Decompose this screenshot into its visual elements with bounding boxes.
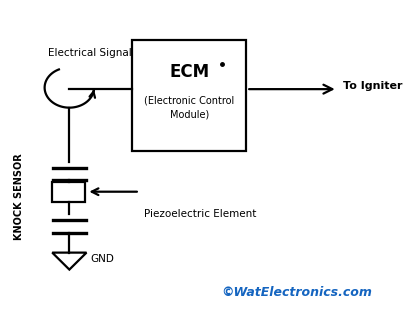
Text: Electrical Signal: Electrical Signal xyxy=(49,48,132,58)
Polygon shape xyxy=(52,253,87,270)
Text: To Igniter: To Igniter xyxy=(343,81,403,91)
Text: KNOCK SENSOR: KNOCK SENSOR xyxy=(14,154,24,241)
Bar xyxy=(52,182,84,202)
Text: (Electronic Control
Module): (Electronic Control Module) xyxy=(144,96,234,120)
Text: ECM: ECM xyxy=(169,63,209,81)
Text: Piezoelectric Element: Piezoelectric Element xyxy=(143,209,256,219)
Text: GND: GND xyxy=(90,254,114,264)
Text: ©WatElectronics.com: ©WatElectronics.com xyxy=(221,286,372,299)
Bar xyxy=(132,40,246,151)
